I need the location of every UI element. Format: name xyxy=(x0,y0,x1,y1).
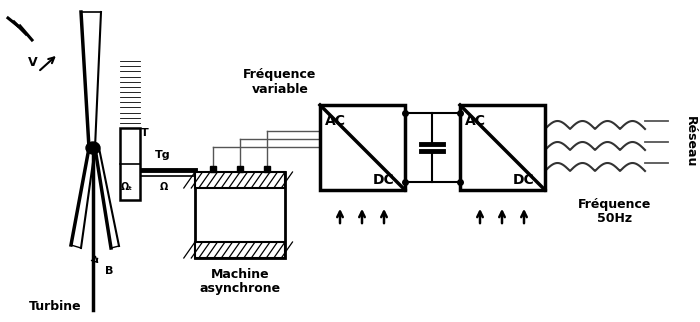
Text: T: T xyxy=(141,128,148,138)
Bar xyxy=(120,128,140,200)
Text: asynchrone: asynchrone xyxy=(199,282,281,295)
Text: Ωₜ: Ωₜ xyxy=(121,182,133,192)
Bar xyxy=(195,172,285,258)
Bar xyxy=(320,105,405,190)
Bar xyxy=(460,105,545,190)
Text: V: V xyxy=(28,56,38,69)
Text: 50Hz: 50Hz xyxy=(597,212,633,225)
Text: Réseau: Réseau xyxy=(683,116,696,168)
Text: Fréquence: Fréquence xyxy=(578,198,652,211)
Bar xyxy=(195,172,285,188)
Text: variable: variable xyxy=(251,83,309,96)
Text: Machine: Machine xyxy=(211,268,270,281)
Text: Turbine: Turbine xyxy=(29,300,81,313)
Ellipse shape xyxy=(86,142,100,154)
Text: DC: DC xyxy=(513,173,535,187)
Bar xyxy=(195,242,285,258)
Text: B: B xyxy=(105,266,113,276)
Text: Tg: Tg xyxy=(155,150,171,160)
Text: Fréquence: Fréquence xyxy=(244,68,316,81)
Text: AC: AC xyxy=(325,114,346,128)
Text: DC: DC xyxy=(373,173,395,187)
Text: Ω: Ω xyxy=(160,182,168,192)
Text: AC: AC xyxy=(465,114,486,128)
